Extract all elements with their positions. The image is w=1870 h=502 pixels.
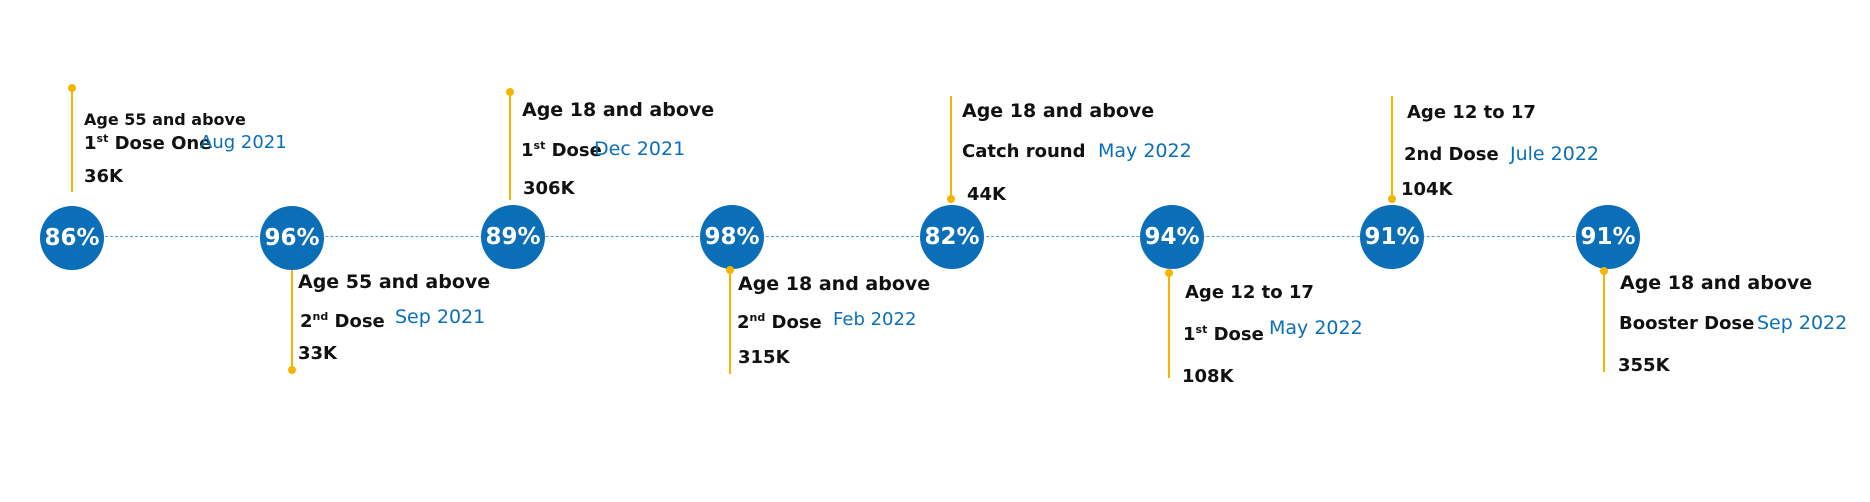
milestone-dose-label: 1st Dose — [1183, 323, 1264, 345]
milestone-date: Sep 2021 — [395, 306, 486, 328]
connector-line — [729, 268, 731, 374]
milestone-count: 36K — [84, 166, 123, 187]
milestone-dose-label: 2nd Dose — [737, 311, 822, 333]
milestone-date: Sep 2022 — [1757, 312, 1848, 334]
connector-line — [509, 92, 511, 200]
milestone-age-label: Age 12 to 17 — [1407, 102, 1536, 123]
milestone-percent-badge: 86% — [40, 206, 104, 270]
milestone-age-label: Age 18 and above — [522, 99, 715, 121]
milestone-percent-badge: 82% — [920, 205, 984, 269]
milestone-count: 108K — [1182, 366, 1234, 387]
milestone-date: Jule 2022 — [1510, 143, 1600, 165]
connector-dot — [726, 266, 734, 274]
connector-line — [950, 96, 952, 200]
connector-dot — [68, 84, 76, 92]
milestone-count: 44K — [967, 184, 1006, 205]
milestone-percent-badge: 94% — [1140, 205, 1204, 269]
milestone-percent-badge: 96% — [260, 206, 324, 270]
connector-dot — [1165, 269, 1173, 277]
milestone-count: 104K — [1401, 179, 1453, 200]
milestone-date: Dec 2021 — [594, 138, 686, 160]
milestone-dose-label: Booster Dose — [1619, 313, 1755, 334]
connector-line — [291, 270, 293, 368]
connector-dot — [1600, 267, 1608, 275]
milestone-count: 355K — [1618, 355, 1670, 376]
milestone-dose-label: 1st Dose — [521, 139, 602, 161]
connector-line — [1168, 272, 1170, 378]
milestone-date: May 2022 — [1098, 140, 1192, 162]
milestone-date: Feb 2022 — [833, 309, 917, 330]
milestone-age-label: Age 18 and above — [738, 273, 931, 295]
milestone-percent-badge: 91% — [1576, 205, 1640, 269]
connector-line — [1391, 96, 1393, 200]
connector-dot — [288, 366, 296, 374]
milestone-age-label: Age 12 to 17 — [1185, 282, 1314, 303]
milestone-count: 315K — [738, 347, 790, 368]
milestone-age-label: Age 18 and above — [962, 100, 1155, 122]
milestone-date: May 2022 — [1269, 317, 1363, 339]
milestone-age-label: Age 18 and above — [1620, 272, 1813, 294]
connector-line — [71, 88, 73, 192]
milestone-dose-label: 1st Dose One — [84, 132, 212, 154]
milestone-dose-label: 2nd Dose — [1404, 144, 1499, 165]
milestone-percent-badge: 98% — [700, 205, 764, 269]
connector-line — [1603, 270, 1605, 372]
milestone-age-label: Age 55 and above — [84, 110, 246, 129]
milestone-count: 306K — [523, 178, 575, 199]
milestone-date: Aug 2021 — [200, 132, 287, 153]
milestone-percent-badge: 89% — [481, 205, 545, 269]
connector-dot — [506, 88, 514, 96]
milestone-count: 33K — [298, 343, 337, 364]
timeline-line — [70, 236, 1610, 237]
connector-dot — [947, 195, 955, 203]
milestone-dose-label: Catch round — [962, 141, 1086, 162]
connector-dot — [1388, 195, 1396, 203]
milestone-dose-label: 2nd Dose — [300, 310, 385, 332]
milestone-percent-badge: 91% — [1360, 205, 1424, 269]
milestone-age-label: Age 55 and above — [298, 271, 491, 293]
